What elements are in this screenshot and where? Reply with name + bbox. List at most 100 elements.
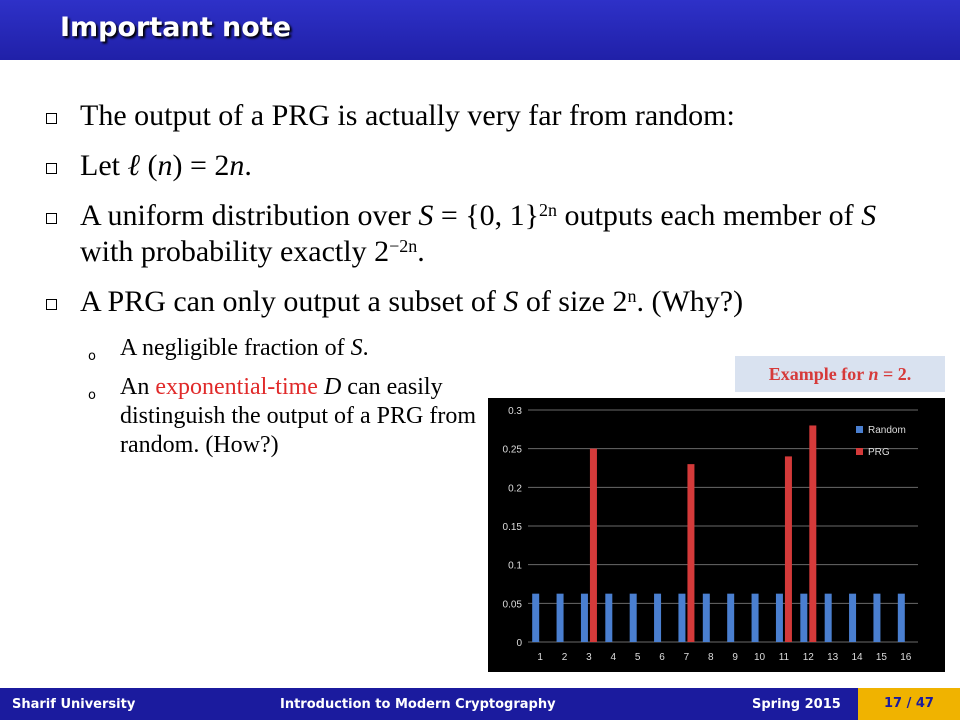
var-S: S xyxy=(418,199,434,232)
bullet-1-text: The output of a PRG is actually very far… xyxy=(80,99,735,132)
var-n: n xyxy=(157,149,173,182)
footer-term: Spring 2015 xyxy=(752,697,841,712)
exponent: −2n xyxy=(389,236,418,256)
bullet-2-text: . xyxy=(244,149,252,182)
example-text: Example for xyxy=(768,364,869,384)
bullet-2-text: ) = 2 xyxy=(172,149,230,182)
bullet-4-text: . (Why?) xyxy=(636,285,744,318)
bar-random xyxy=(629,593,637,642)
bar-random xyxy=(897,593,905,642)
y-tick-label: 0.25 xyxy=(503,445,523,456)
bullet-3-text: with probability exactly 2 xyxy=(80,235,390,268)
bullet-square-icon xyxy=(46,213,57,224)
bar-random xyxy=(873,593,881,642)
bar-random xyxy=(702,593,710,642)
var-S: S xyxy=(861,199,877,232)
bullet-2-text: ( xyxy=(139,149,158,182)
var-n: n xyxy=(229,149,245,182)
bar-random xyxy=(580,593,588,642)
x-tick-label: 14 xyxy=(852,652,864,663)
slide-title: Important note xyxy=(60,12,292,43)
x-tick-label: 8 xyxy=(708,652,714,663)
sub-bullet-1-text: A negligible fraction of xyxy=(120,335,351,361)
x-tick-label: 13 xyxy=(827,652,839,663)
bar-random xyxy=(775,593,783,642)
bullet-square-icon xyxy=(46,163,57,174)
bar-prg xyxy=(784,456,792,642)
legend-label: PRG xyxy=(868,447,890,458)
sub-bullet-1-text: . xyxy=(362,335,369,361)
bar-random xyxy=(532,593,540,642)
bar-random xyxy=(556,593,564,642)
x-tick-label: 7 xyxy=(684,652,690,663)
y-tick-label: 0.1 xyxy=(508,561,522,572)
example-text: = 2. xyxy=(878,364,912,384)
bar-random xyxy=(654,593,662,642)
legend-label: Random xyxy=(868,425,906,436)
bullet-4-text: A PRG can only output a subset of xyxy=(80,285,504,318)
bullet-3-text: outputs each member of xyxy=(557,199,862,232)
y-tick-label: 0.2 xyxy=(508,483,522,494)
x-tick-label: 10 xyxy=(754,652,766,663)
x-tick-label: 5 xyxy=(635,652,641,663)
x-tick-label: 16 xyxy=(900,652,912,663)
bar-random xyxy=(605,593,613,642)
exponent: 2n xyxy=(539,200,558,220)
bullet-3-text: = {0, 1} xyxy=(433,199,540,232)
bullet-list: The output of a PRG is actually very far… xyxy=(46,98,926,470)
bullet-square-icon xyxy=(46,299,57,310)
y-tick-label: 0.3 xyxy=(508,406,522,417)
legend-swatch xyxy=(856,448,863,455)
var-S: S xyxy=(503,285,519,318)
bullet-3-text: A uniform distribution over xyxy=(80,199,419,232)
title-bar: Important note xyxy=(0,0,960,60)
bullet-4-text: of size 2 xyxy=(518,285,628,318)
bar-chart: 0 0.05 0.1 0.15 0.2 0.25 0.3 1 2 3 4 5 6 7 8 9 10 11 12 13 1… xyxy=(488,398,945,672)
var-n: n xyxy=(868,364,879,384)
var-S: S xyxy=(350,335,363,361)
bullet-3-text: . xyxy=(417,235,425,268)
exponent: n xyxy=(627,286,637,306)
y-tick-label: 0.05 xyxy=(503,599,523,610)
x-tick-label: 9 xyxy=(732,652,738,663)
x-tick-label: 2 xyxy=(562,652,568,663)
sub-bullet-2-text: can easily distinguish the output of a P… xyxy=(120,374,476,458)
ell-symbol: ℓ xyxy=(127,149,140,182)
sub-bullet-2-text: An xyxy=(120,374,156,400)
bar-random xyxy=(751,593,759,642)
x-tick-label: 15 xyxy=(876,652,888,663)
var-D: D xyxy=(323,374,342,400)
bar-random xyxy=(800,593,808,642)
bullet-4: A PRG can only output a subset of S of s… xyxy=(46,284,926,320)
bar-prg xyxy=(687,464,695,642)
x-tick-label: 3 xyxy=(586,652,592,663)
bar-random xyxy=(727,593,735,642)
bar-random xyxy=(678,593,686,642)
bullet-1: The output of a PRG is actually very far… xyxy=(46,98,926,134)
footer: Sharif University Introduction to Modern… xyxy=(0,688,960,720)
x-tick-label: 4 xyxy=(611,652,617,663)
sub-bullet-2: o An exponential-time D can easily disti… xyxy=(46,373,480,460)
x-tick-label: 12 xyxy=(803,652,815,663)
bullet-3: A uniform distribution over S = {0, 1}2n… xyxy=(46,198,926,270)
sub-bullet-1: o A negligible fraction of S. xyxy=(46,334,480,364)
highlight-text: exponential-time xyxy=(155,374,318,400)
x-tick-label: 11 xyxy=(779,652,790,663)
footer-course: Introduction to Modern Cryptography xyxy=(280,697,556,712)
circle-bullet-icon: o xyxy=(88,388,96,403)
circle-bullet-icon: o xyxy=(88,349,96,364)
bullet-2: Let ℓ (n) = 2n. xyxy=(46,148,926,184)
example-label: Example for n = 2. xyxy=(735,356,945,392)
footer-page-number: 17 / 47 xyxy=(858,688,960,720)
legend-swatch xyxy=(856,426,863,433)
bar-prg xyxy=(589,448,597,642)
bar-random xyxy=(824,593,832,642)
bar-prg xyxy=(809,425,817,642)
y-tick-label: 0 xyxy=(516,638,522,649)
y-tick-label: 0.15 xyxy=(503,522,523,533)
footer-university: Sharif University xyxy=(12,697,136,712)
bar-random xyxy=(849,593,857,642)
x-tick-label: 1 xyxy=(537,652,543,663)
x-tick-label: 6 xyxy=(659,652,665,663)
chart-svg: 00.050.10.150.20.250.31 2 3 4 5 6 7 8 9 10 11 12 13 1… xyxy=(503,406,918,663)
